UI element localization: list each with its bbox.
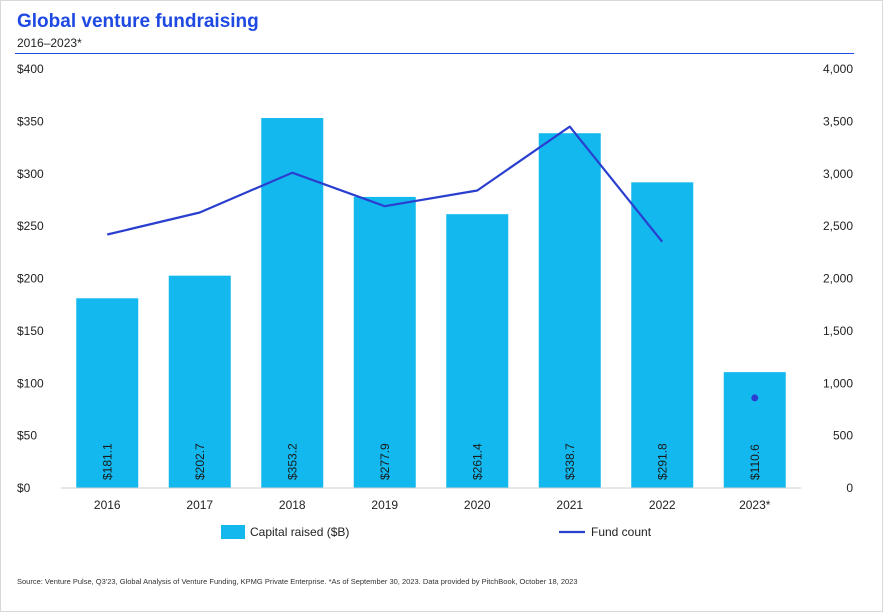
- right-tick-label: 3,500: [823, 114, 853, 128]
- bar-value-label: $202.7: [193, 443, 207, 480]
- right-tick-label: 500: [833, 429, 853, 443]
- bar-value-label: $181.1: [100, 443, 114, 480]
- x-tick-label: 2020: [464, 498, 491, 512]
- x-tick-label: 2023*: [739, 498, 771, 512]
- bar-value-label: $277.9: [378, 443, 392, 480]
- x-tick-label: 2017: [186, 498, 213, 512]
- right-tick-label: 2,000: [823, 272, 853, 286]
- left-tick-label: $50: [17, 429, 37, 443]
- x-axis: 2016 2017 2018 2019 2020 2021 2022 2023*: [61, 488, 801, 512]
- fund-count-point: [751, 394, 758, 401]
- bar-value-label: $291.8: [655, 443, 669, 480]
- bar: [539, 133, 601, 488]
- bar-series: $181.1 $202.7 $353.2 $277.9 $261.4 $338.7 $291…: [76, 118, 786, 488]
- left-tick-label: $400: [17, 62, 44, 76]
- legend: Capital raised ($B) Fund count: [221, 525, 652, 539]
- bar-value-label: $338.7: [563, 443, 577, 480]
- left-tick-label: $150: [17, 324, 44, 338]
- right-tick-label: 0: [846, 481, 853, 495]
- legend-label-fund-count: Fund count: [591, 525, 652, 539]
- bar-value-label: $110.6: [748, 444, 762, 480]
- right-axis: 0 500 1,000 1,500 2,000 2,500 3,000 3,500 4,000: [823, 62, 853, 495]
- left-tick-label: $300: [17, 167, 44, 181]
- left-tick-label: $100: [17, 376, 44, 390]
- right-tick-label: 1,000: [823, 376, 853, 390]
- legend-swatch-capital: [221, 525, 245, 539]
- left-tick-label: $350: [17, 114, 44, 128]
- x-tick-label: 2019: [371, 498, 398, 512]
- right-tick-label: 3,000: [823, 167, 853, 181]
- right-tick-label: 1,500: [823, 324, 853, 338]
- bar: [631, 182, 693, 488]
- x-tick-label: 2016: [94, 498, 121, 512]
- x-tick-label: 2022: [649, 498, 676, 512]
- x-tick-label: 2021: [556, 498, 583, 512]
- bar-value-label: $353.2: [285, 443, 299, 480]
- left-tick-label: $200: [17, 272, 44, 286]
- bar-value-label: $261.4: [470, 443, 484, 480]
- source-note: Source: Venture Pulse, Q3'23, Global Ana…: [17, 577, 578, 586]
- right-tick-label: 4,000: [823, 62, 853, 76]
- legend-label-capital: Capital raised ($B): [250, 525, 349, 539]
- x-tick-label: 2018: [279, 498, 306, 512]
- left-tick-label: $0: [17, 481, 31, 495]
- left-axis: $0 $50 $100 $150 $200 $250 $300 $350 $400: [17, 62, 44, 495]
- right-tick-label: 2,500: [823, 219, 853, 233]
- left-tick-label: $250: [17, 219, 44, 233]
